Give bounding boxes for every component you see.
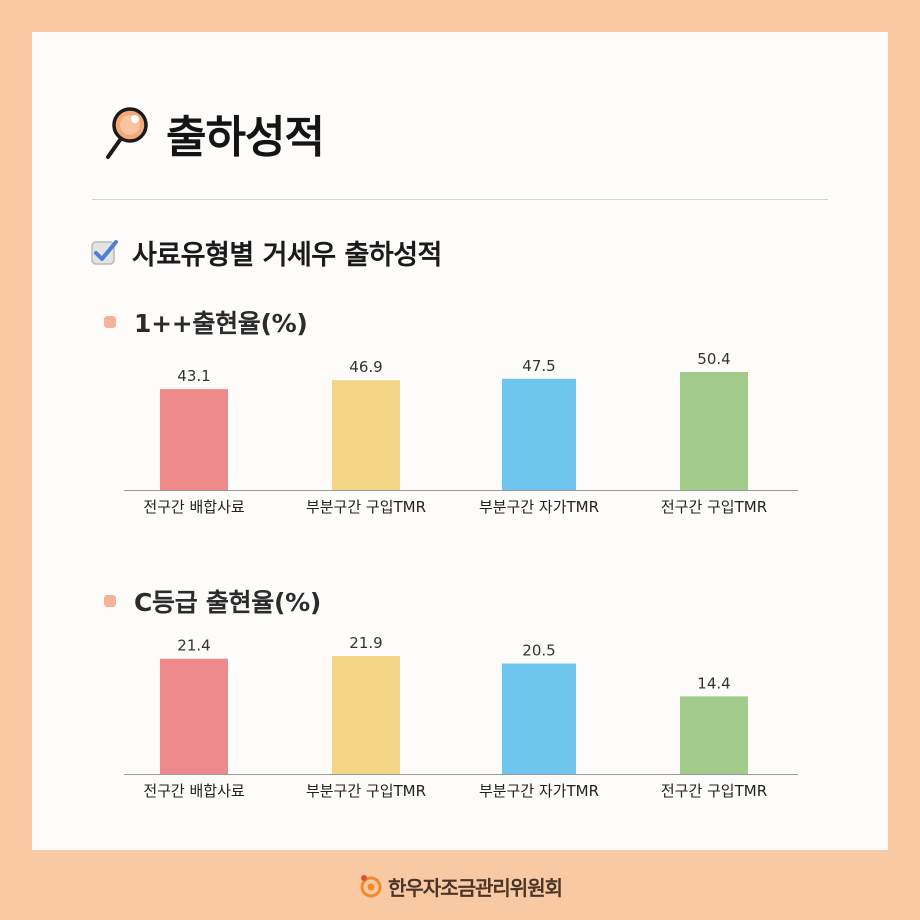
category-label: 전구간 구입TMR bbox=[661, 782, 767, 800]
data-label: 43.1 bbox=[177, 367, 210, 385]
title-row: 출하성적 bbox=[102, 98, 325, 168]
bar-3 bbox=[502, 378, 576, 490]
chart1-title: 1++출현율(%) bbox=[134, 309, 308, 338]
category-label: 부분구간 자가TMR bbox=[479, 498, 599, 516]
chart1-heading: 1++출현율(%) bbox=[104, 304, 308, 340]
chart2-svg: 21.4 전구간 배합사료 21.9 부분구간 구입TMR 20.5 부분구간 자가TMR… bbox=[124, 634, 798, 800]
bar-4 bbox=[680, 372, 748, 490]
content-card: 출하성적 사료유형별 거세우 출하성적 1++출현율(%) 43.1 전구간 배합… bbox=[32, 32, 888, 850]
checkbox-checked-icon bbox=[91, 240, 118, 265]
bar-1 bbox=[160, 389, 228, 490]
chart2-title: C등급 출현율(%) bbox=[134, 588, 321, 617]
data-label: 47.5 bbox=[522, 357, 555, 375]
chart1-svg: 43.1 전구간 배합사료 46.9 부분구간 구입TMR 47.5 부분구간 자가TMR… bbox=[124, 350, 798, 516]
bullet-icon bbox=[104, 316, 116, 328]
chart-1: 43.1 전구간 배합사료 46.9 부분구간 구입TMR 47.5 부분구간 자가TMR… bbox=[104, 350, 804, 522]
bar-2 bbox=[332, 656, 400, 774]
data-label: 46.9 bbox=[349, 358, 382, 376]
category-label: 전구간 구입TMR bbox=[661, 498, 767, 516]
chart-2: 21.4 전구간 배합사료 21.9 부분구간 구입TMR 20.5 부분구간 자가TMR… bbox=[104, 634, 804, 806]
footer: 한우자조금관리위원회 bbox=[0, 868, 920, 904]
bar-4 bbox=[680, 696, 748, 774]
magnifier-icon bbox=[106, 107, 148, 159]
chart2-heading: C등급 출현율(%) bbox=[104, 583, 321, 619]
bar-1 bbox=[160, 658, 228, 774]
bar-3 bbox=[502, 663, 576, 774]
footer-logo-text: 한우자조금관리위원회 bbox=[388, 875, 563, 900]
data-label: 50.4 bbox=[697, 350, 730, 368]
data-label: 14.4 bbox=[697, 674, 730, 692]
divider bbox=[92, 199, 828, 200]
category-label: 전구간 배합사료 bbox=[143, 782, 245, 800]
section-heading: 사료유형별 거세우 출하성적 bbox=[90, 232, 442, 272]
data-label: 21.9 bbox=[349, 634, 382, 652]
category-label: 전구간 배합사료 bbox=[143, 498, 245, 516]
bullet-icon bbox=[104, 595, 116, 607]
data-label: 21.4 bbox=[177, 637, 210, 655]
category-label: 부분구간 자가TMR bbox=[479, 782, 599, 800]
hanwoo-logo-icon bbox=[360, 875, 382, 898]
category-label: 부분구간 구입TMR bbox=[306, 498, 426, 516]
page-title: 출하성적 bbox=[166, 112, 325, 163]
data-label: 20.5 bbox=[522, 642, 555, 660]
category-label: 부분구간 구입TMR bbox=[306, 782, 426, 800]
section-title: 사료유형별 거세우 출하성적 bbox=[132, 239, 442, 271]
bar-2 bbox=[332, 380, 400, 490]
